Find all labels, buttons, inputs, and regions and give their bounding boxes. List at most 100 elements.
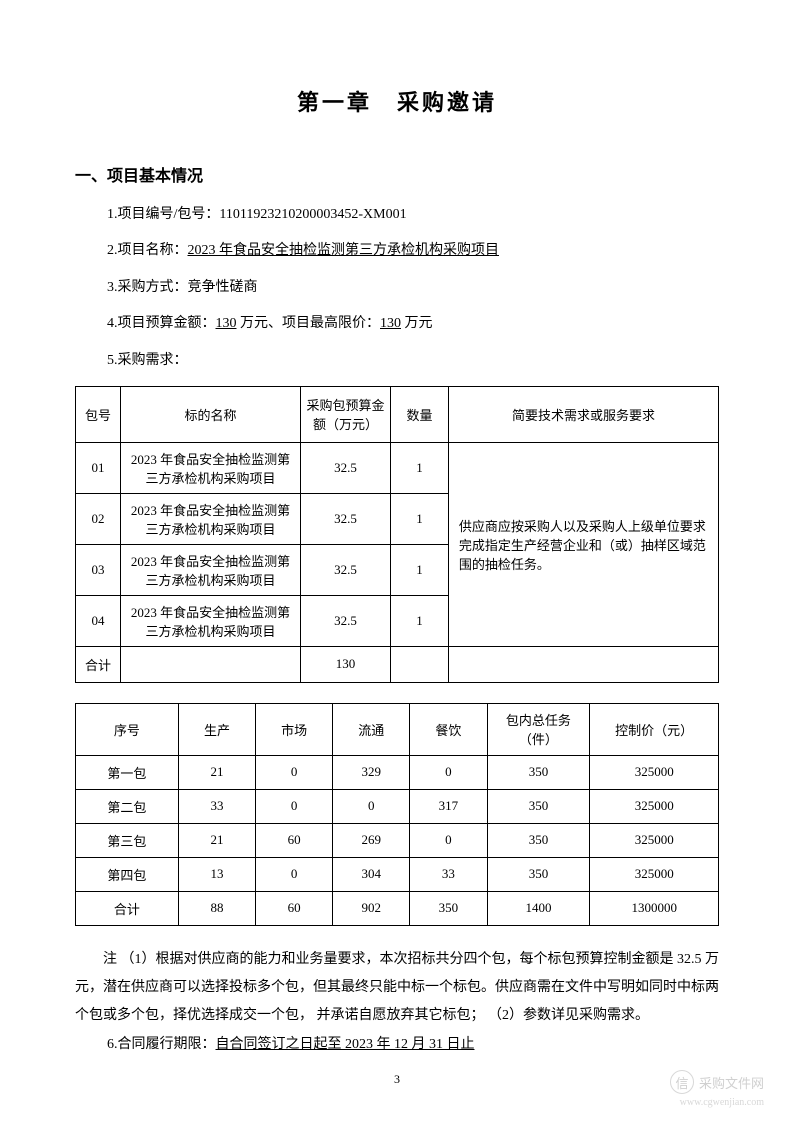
cell: 329 <box>333 755 410 789</box>
item-4: 4.项目预算金额：130 万元、项目最高限价：130 万元 <box>75 313 719 335</box>
table-total-row: 合计 88 60 902 350 1400 1300000 <box>76 891 719 925</box>
item-6-label: 6.合同履行期限： <box>107 1037 216 1052</box>
cell: 33 <box>178 789 255 823</box>
table-row: 第四包 13 0 304 33 350 325000 <box>76 857 719 891</box>
item-2-value: 2023 年食品安全抽检监测第三方承检机构采购项目 <box>188 243 500 258</box>
cell: 304 <box>333 857 410 891</box>
item-4-amount2: 130 <box>380 316 401 331</box>
cell-budget: 32.5 <box>301 595 391 646</box>
cell-qty: 1 <box>391 544 449 595</box>
item-3: 3.采购方式：竞争性磋商 <box>75 277 719 299</box>
item-6-value: 自合同签订之日起至 2023 年 12 月 31 日止 <box>216 1037 475 1052</box>
item-1-value: 11011923210200003452-XM001 <box>219 207 406 222</box>
cell: 350 <box>487 755 590 789</box>
table-total-row: 合计 130 <box>76 646 719 682</box>
table-row: 01 2023 年食品安全抽检监测第三方承检机构采购项目 32.5 1 供应商应… <box>76 442 719 493</box>
cell: 第三包 <box>76 823 179 857</box>
header-budget: 采购包预算金额（万元） <box>301 386 391 442</box>
item-2-label: 2.项目名称： <box>107 243 188 258</box>
cell-name: 2023 年食品安全抽检监测第三方承检机构采购项目 <box>121 595 301 646</box>
item-4-prefix: 4.项目预算金额： <box>107 316 216 331</box>
cell: 第四包 <box>76 857 179 891</box>
header-mkt: 市场 <box>256 703 333 755</box>
table-header-row: 序号 生产 市场 流通 餐饮 包内总任务（件） 控制价（元） <box>76 703 719 755</box>
cell: 13 <box>178 857 255 891</box>
cell: 0 <box>256 789 333 823</box>
cell: 0 <box>410 755 487 789</box>
cell: 350 <box>410 891 487 925</box>
cell: 21 <box>178 755 255 789</box>
cell: 0 <box>410 823 487 857</box>
cell-name: 2023 年食品安全抽检监测第三方承检机构采购项目 <box>121 544 301 595</box>
item-4-mid: 万元、项目最高限价： <box>237 316 381 331</box>
table-row: 第三包 21 60 269 0 350 325000 <box>76 823 719 857</box>
cell: 第一包 <box>76 755 179 789</box>
header-req: 简要技术需求或服务要求 <box>448 386 718 442</box>
cell: 21 <box>178 823 255 857</box>
page-number: 3 <box>394 1072 400 1087</box>
cell: 1300000 <box>590 891 719 925</box>
cell: 88 <box>178 891 255 925</box>
cell: 0 <box>256 857 333 891</box>
cell: 0 <box>256 755 333 789</box>
cell: 325000 <box>590 755 719 789</box>
cell-req: 供应商应按采购人以及采购人上级单位要求完成指定生产经营企业和（或）抽样区域范围的… <box>448 442 718 646</box>
cell: 第二包 <box>76 789 179 823</box>
cell: 269 <box>333 823 410 857</box>
item-4-amount1: 130 <box>216 316 237 331</box>
header-pkg: 包号 <box>76 386 121 442</box>
cell: 325000 <box>590 789 719 823</box>
header-qty: 数量 <box>391 386 449 442</box>
header-price: 控制价（元） <box>590 703 719 755</box>
cell-pkg: 04 <box>76 595 121 646</box>
cell-empty <box>448 646 718 682</box>
header-name: 标的名称 <box>121 386 301 442</box>
cell: 350 <box>487 857 590 891</box>
cell: 0 <box>333 789 410 823</box>
cell-empty <box>391 646 449 682</box>
cell: 60 <box>256 891 333 925</box>
cell-pkg: 02 <box>76 493 121 544</box>
cell: 60 <box>256 823 333 857</box>
cell: 350 <box>487 789 590 823</box>
item-4-suffix: 万元 <box>401 316 433 331</box>
item-5: 5.采购需求： <box>75 350 719 372</box>
header-total: 包内总任务（件） <box>487 703 590 755</box>
header-circ: 流通 <box>333 703 410 755</box>
section-title: 一、项目基本情况 <box>75 162 719 186</box>
cell-qty: 1 <box>391 595 449 646</box>
item-6: 6.合同履行期限：自合同签订之日起至 2023 年 12 月 31 日止 <box>75 1034 719 1056</box>
item-3-value: 竞争性磋商 <box>188 280 258 295</box>
cell: 317 <box>410 789 487 823</box>
requirements-table: 包号 标的名称 采购包预算金额（万元） 数量 简要技术需求或服务要求 01 20… <box>75 386 719 683</box>
cell-pkg: 01 <box>76 442 121 493</box>
item-2: 2.项目名称：2023 年食品安全抽检监测第三方承检机构采购项目 <box>75 240 719 262</box>
cell-qty: 1 <box>391 493 449 544</box>
cell-budget: 32.5 <box>301 493 391 544</box>
cell-qty: 1 <box>391 442 449 493</box>
header-food: 餐饮 <box>410 703 487 755</box>
cell-budget: 32.5 <box>301 442 391 493</box>
cell: 902 <box>333 891 410 925</box>
cell-name: 2023 年食品安全抽检监测第三方承检机构采购项目 <box>121 442 301 493</box>
watermark-label: 采购文件网 <box>699 1073 764 1092</box>
cell: 33 <box>410 857 487 891</box>
table-header-row: 包号 标的名称 采购包预算金额（万元） 数量 简要技术需求或服务要求 <box>76 386 719 442</box>
header-prod: 生产 <box>178 703 255 755</box>
cell: 350 <box>487 823 590 857</box>
cell: 合计 <box>76 891 179 925</box>
table-row: 第二包 33 0 0 317 350 325000 <box>76 789 719 823</box>
cell-pkg: 03 <box>76 544 121 595</box>
cell-name: 2023 年食品安全抽检监测第三方承检机构采购项目 <box>121 493 301 544</box>
item-1: 1.项目编号/包号：11011923210200003452-XM001 <box>75 204 719 226</box>
cell-empty <box>121 646 301 682</box>
cell-total-label: 合计 <box>76 646 121 682</box>
cell: 325000 <box>590 857 719 891</box>
cell-budget: 32.5 <box>301 544 391 595</box>
watermark-icon: 信 <box>670 1070 694 1094</box>
watermark: 信 采购文件网 <box>670 1070 764 1094</box>
item-1-label: 1.项目编号/包号： <box>107 207 219 222</box>
watermark-url: www.cgwenjian.com <box>680 1097 764 1108</box>
chapter-title: 第一章 采购邀请 <box>75 85 719 117</box>
task-table: 序号 生产 市场 流通 餐饮 包内总任务（件） 控制价（元） 第一包 21 0 … <box>75 703 719 926</box>
